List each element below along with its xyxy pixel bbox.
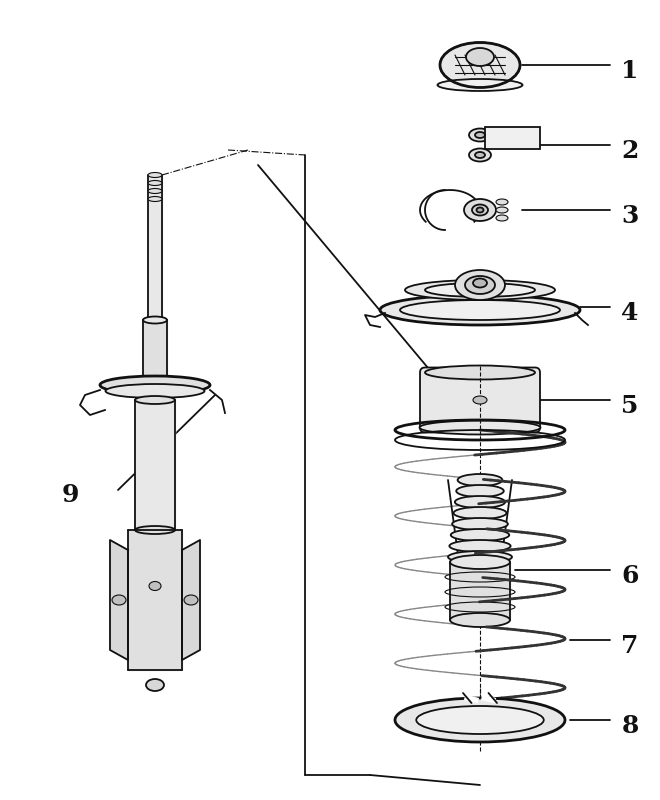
Ellipse shape [472, 205, 488, 215]
Ellipse shape [464, 199, 496, 221]
Ellipse shape [143, 317, 167, 323]
Ellipse shape [450, 555, 510, 569]
Text: 3: 3 [621, 204, 639, 228]
Ellipse shape [135, 526, 175, 534]
Ellipse shape [405, 280, 555, 300]
Polygon shape [182, 540, 200, 660]
Text: 9: 9 [61, 483, 79, 507]
Ellipse shape [496, 215, 508, 221]
Polygon shape [128, 530, 182, 670]
Ellipse shape [148, 197, 162, 202]
Ellipse shape [440, 42, 520, 87]
Polygon shape [135, 400, 175, 530]
Ellipse shape [149, 582, 161, 590]
Ellipse shape [451, 529, 510, 541]
Ellipse shape [148, 181, 162, 186]
Ellipse shape [456, 485, 504, 497]
Ellipse shape [146, 679, 164, 691]
Ellipse shape [469, 149, 491, 162]
Ellipse shape [416, 706, 544, 734]
Ellipse shape [450, 613, 510, 627]
Ellipse shape [465, 276, 495, 294]
Ellipse shape [473, 278, 487, 287]
Ellipse shape [466, 48, 494, 66]
Text: 1: 1 [621, 59, 639, 83]
Ellipse shape [455, 496, 505, 508]
Ellipse shape [455, 270, 505, 300]
Text: 2: 2 [621, 139, 639, 163]
Ellipse shape [452, 518, 508, 530]
Ellipse shape [473, 396, 487, 404]
Ellipse shape [380, 295, 580, 325]
Ellipse shape [143, 377, 167, 383]
Ellipse shape [425, 283, 535, 297]
Ellipse shape [496, 199, 508, 205]
Polygon shape [148, 175, 162, 320]
FancyBboxPatch shape [420, 367, 540, 433]
Ellipse shape [112, 595, 126, 605]
Polygon shape [110, 540, 128, 660]
Ellipse shape [477, 207, 484, 213]
Ellipse shape [100, 376, 210, 394]
FancyBboxPatch shape [485, 127, 540, 149]
Ellipse shape [425, 366, 535, 379]
Polygon shape [143, 320, 167, 380]
Ellipse shape [448, 551, 512, 563]
Ellipse shape [457, 474, 502, 486]
Ellipse shape [496, 207, 508, 213]
Polygon shape [450, 562, 510, 620]
Ellipse shape [400, 300, 560, 320]
Text: 7: 7 [621, 634, 639, 658]
Ellipse shape [469, 129, 491, 142]
Ellipse shape [475, 152, 485, 158]
Ellipse shape [420, 421, 541, 434]
Text: 6: 6 [621, 564, 639, 588]
Ellipse shape [184, 595, 198, 605]
Ellipse shape [148, 173, 162, 178]
Text: 8: 8 [621, 714, 639, 738]
Text: 4: 4 [621, 301, 639, 325]
Ellipse shape [106, 384, 205, 398]
Ellipse shape [453, 507, 506, 519]
Ellipse shape [438, 79, 523, 91]
Ellipse shape [449, 540, 511, 552]
Text: 5: 5 [621, 394, 639, 418]
Ellipse shape [395, 698, 565, 742]
Ellipse shape [148, 189, 162, 194]
Ellipse shape [135, 396, 175, 404]
Ellipse shape [475, 132, 485, 138]
